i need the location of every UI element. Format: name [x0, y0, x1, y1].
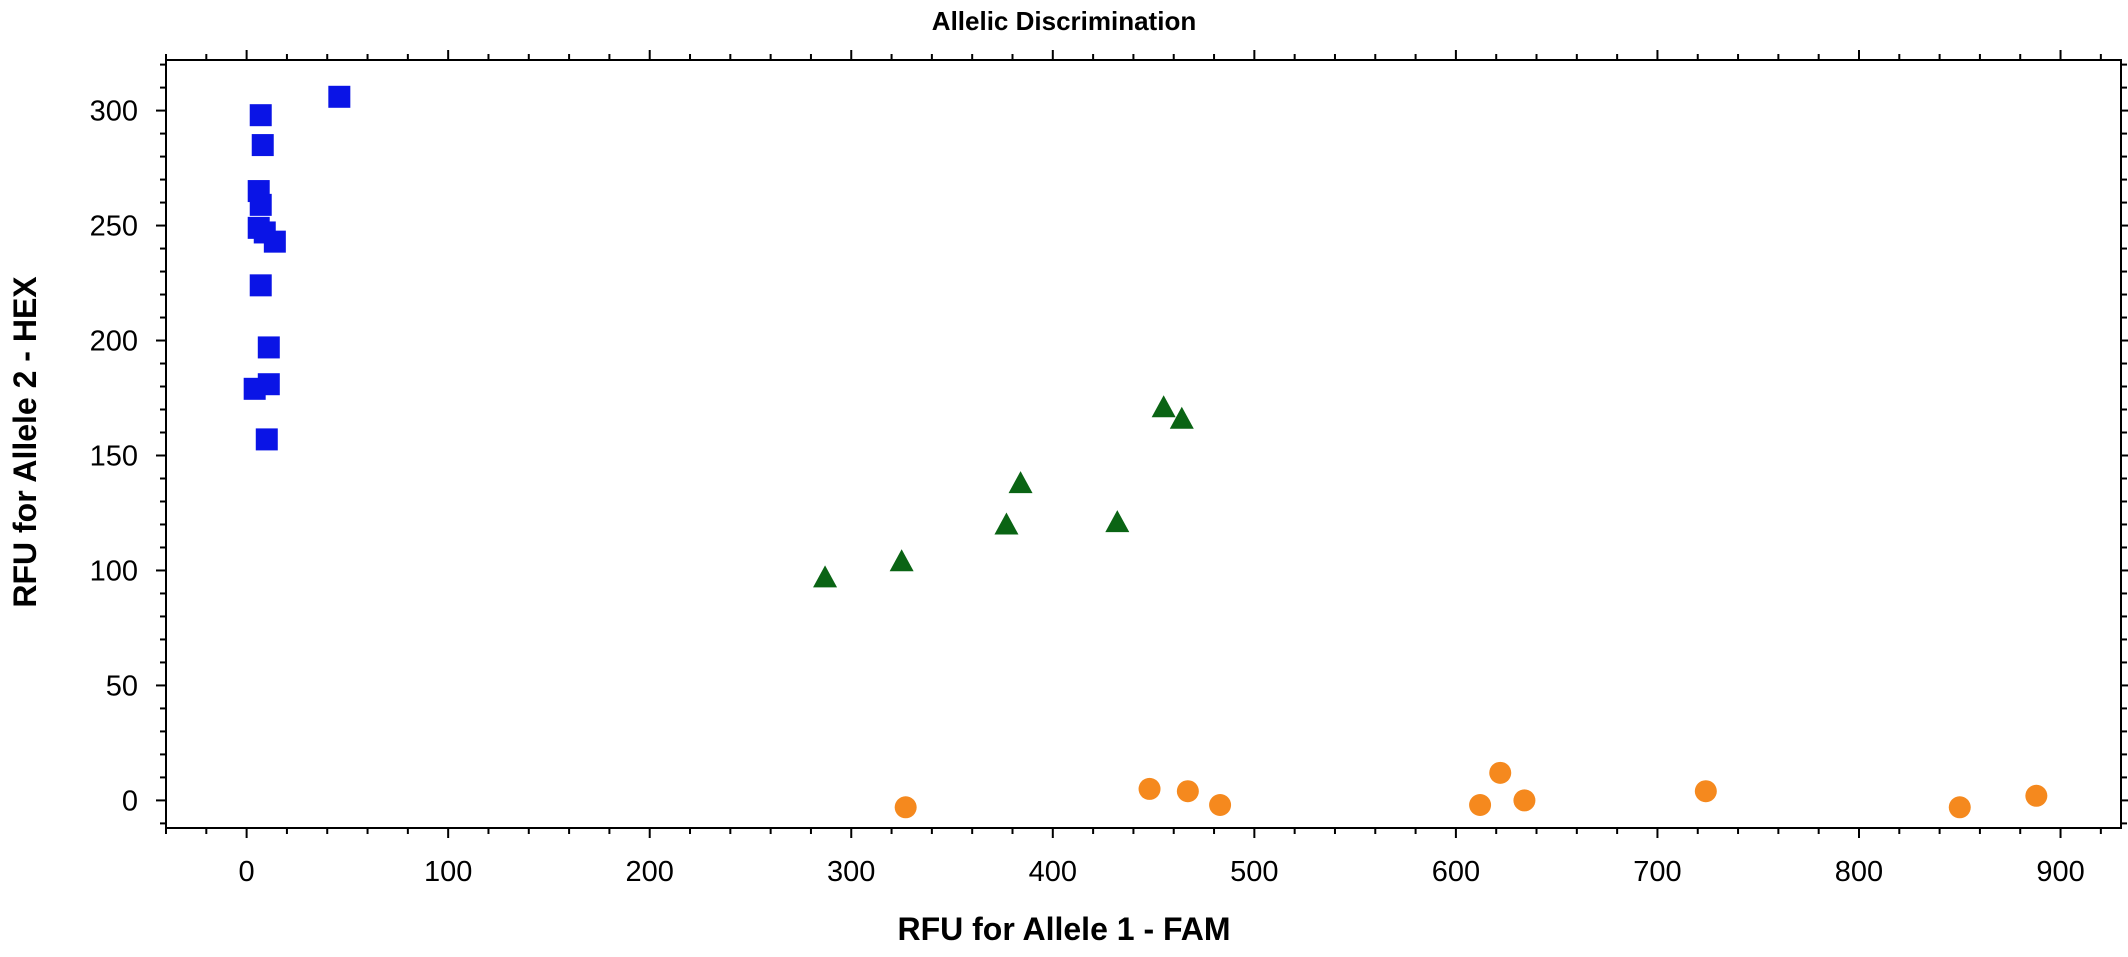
- y-axis-label: RFU for Allele 2 - HEX: [7, 276, 43, 608]
- square-point: [249, 274, 272, 297]
- circle-point: [894, 796, 917, 819]
- circle-point: [1948, 796, 1971, 819]
- square-point: [249, 193, 272, 216]
- x-tick-label: 800: [1835, 856, 1883, 888]
- series-triangle: [813, 395, 1194, 588]
- square-point: [257, 373, 280, 396]
- x-tick-label: 700: [1633, 856, 1681, 888]
- circle-point: [2025, 784, 2048, 807]
- x-tick-label: 100: [424, 856, 472, 888]
- square-point: [263, 230, 286, 253]
- square-point: [328, 85, 351, 108]
- data-points: [243, 85, 2048, 819]
- square-point: [249, 104, 272, 127]
- x-tick-label: 200: [626, 856, 674, 888]
- y-tick-label: 250: [90, 211, 138, 243]
- triangle-point: [994, 512, 1019, 535]
- circle-point: [1176, 780, 1199, 803]
- x-axis-label: RFU for Allele 1 - FAM: [897, 911, 1230, 947]
- tick-labels: 0 100 200 300 400 500 600 700 800 900 0 50 100 150 200…: [90, 96, 2085, 888]
- triangle-point: [889, 549, 914, 572]
- x-tick-label: 0: [239, 856, 255, 888]
- series-circle: [894, 761, 2048, 819]
- x-tick-label: 900: [2036, 856, 2084, 888]
- square-point: [251, 134, 274, 157]
- triangle-point: [1105, 510, 1130, 533]
- circle-point: [1138, 777, 1161, 800]
- circle-point: [1469, 794, 1492, 817]
- chart-title: Allelic Discrimination: [932, 6, 1196, 36]
- square-point: [257, 336, 280, 359]
- x-tick-label: 500: [1230, 856, 1278, 888]
- circle-point: [1489, 761, 1512, 784]
- x-tick-label: 300: [827, 856, 875, 888]
- y-tick-label: 100: [90, 555, 138, 587]
- triangle-point: [1008, 471, 1033, 494]
- triangle-point: [1169, 406, 1194, 429]
- circle-point: [1513, 789, 1536, 812]
- plot-frame: [165, 59, 2122, 829]
- y-tick-label: 50: [106, 670, 138, 702]
- triangle-point: [1151, 395, 1176, 418]
- square-point: [255, 428, 278, 451]
- triangle-point: [813, 565, 838, 588]
- y-tick-label: 200: [90, 326, 138, 358]
- series-square: [243, 85, 351, 451]
- x-tick-label: 400: [1029, 856, 1077, 888]
- axis-ticks: [156, 50, 2128, 838]
- circle-point: [1694, 780, 1717, 803]
- y-tick-label: 300: [90, 96, 138, 128]
- circle-point: [1209, 794, 1232, 817]
- x-tick-label: 600: [1432, 856, 1480, 888]
- y-tick-label: 0: [122, 785, 138, 817]
- y-tick-label: 150: [90, 440, 138, 472]
